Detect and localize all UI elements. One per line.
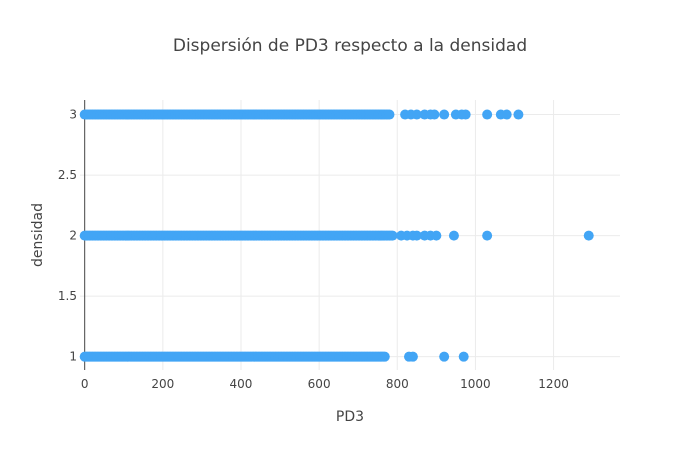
y-tick-label: 1	[69, 350, 77, 364]
data-point	[501, 109, 512, 120]
data-point	[482, 109, 493, 120]
x-tick-label: 1000	[460, 377, 491, 391]
data-point	[429, 109, 440, 120]
data-point	[482, 230, 493, 241]
data-point	[407, 351, 418, 362]
ticks-layer: 0 200 400 600 800 1000 1200 1 1.5 2 2.5 3	[58, 108, 569, 391]
data-point	[583, 230, 594, 241]
x-tick-label: 200	[151, 377, 174, 391]
y-axis-title: densidad	[30, 203, 46, 267]
y-tick-label: 3	[69, 108, 77, 122]
data-point	[431, 230, 442, 241]
data-point	[411, 109, 422, 120]
x-axis-title: PD3	[336, 409, 364, 425]
chart-title: Dispersión de PD3 respecto a la densidad	[173, 36, 527, 56]
data-point	[458, 351, 469, 362]
data-point	[439, 351, 450, 362]
data-point	[411, 230, 422, 241]
data-point	[387, 230, 398, 241]
y-tick-label: 2.5	[58, 168, 77, 182]
y-tick-label: 1.5	[58, 289, 77, 303]
marks-layer	[79, 109, 594, 362]
x-tick-label: 0	[81, 377, 89, 391]
x-tick-label: 1200	[538, 377, 569, 391]
data-point	[439, 109, 450, 120]
x-tick-label: 800	[386, 377, 409, 391]
data-point	[460, 109, 471, 120]
data-point	[448, 230, 459, 241]
data-point	[513, 109, 524, 120]
data-point	[384, 109, 395, 120]
x-tick-label: 400	[230, 377, 253, 391]
y-tick-label: 2	[69, 229, 77, 243]
data-point	[379, 351, 390, 362]
x-tick-label: 600	[308, 377, 331, 391]
